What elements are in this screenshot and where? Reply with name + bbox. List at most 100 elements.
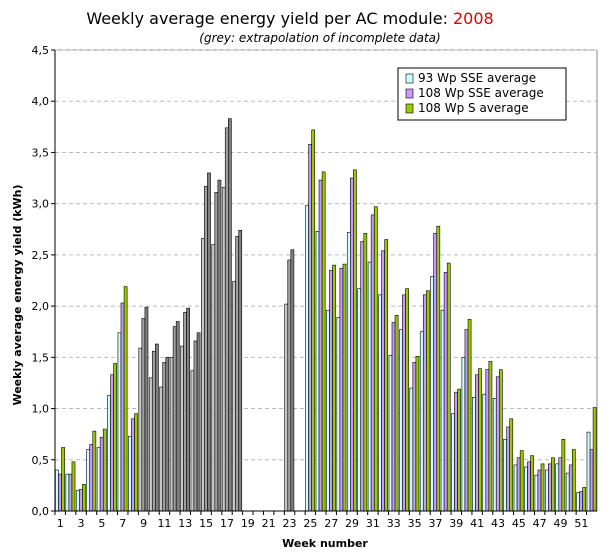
legend-label: 108 Wp S average [418,101,529,115]
bar [99,436,104,512]
bar [138,347,143,512]
bar [287,259,292,512]
bar [582,487,587,512]
y-tick-label: 0,0 [32,505,50,518]
bar [221,186,226,512]
x-tick-label: 21 [262,517,276,530]
bar [464,329,469,512]
bar [284,303,289,512]
x-tick-label: 31 [366,517,380,530]
bar [436,225,441,512]
bar [472,396,476,512]
bar [492,398,497,512]
bar [565,472,570,512]
y-tick-label: 0,5 [32,454,50,467]
bar [128,435,132,512]
y-tick-label: 1,5 [32,351,50,364]
y-tick-label: 3,0 [32,198,50,211]
bar [579,491,583,512]
bar [141,318,146,512]
bar [169,357,174,512]
bar [321,171,326,512]
bar [446,262,451,512]
bar [131,418,135,512]
bar [290,249,295,512]
bar [110,374,114,512]
bar [399,329,403,512]
x-tick-label: 45 [512,517,526,530]
bar [308,143,312,512]
bar [503,438,507,512]
x-tick-label: 23 [283,517,297,530]
bar [516,457,521,512]
bar [120,302,125,512]
bar [488,361,493,512]
bar [113,363,118,512]
bar [457,388,461,512]
legend-swatch [405,73,414,84]
bar [315,231,320,512]
x-tick-label: 39 [449,517,463,530]
y-tick-label: 4,0 [32,95,50,108]
legend-label: 108 Wp SSE average [418,86,544,100]
bar [571,449,576,512]
chart-subtitle: (grey: extrapolation of incomplete data) [199,31,440,45]
bar [568,464,573,512]
bar [193,340,198,512]
bar [592,407,597,512]
x-tick-label: 1 [57,517,64,530]
x-tick-label: 25 [303,517,317,530]
x-tick-label: 9 [140,517,147,530]
legend-swatch [405,88,414,99]
bar [339,267,344,512]
bar [405,288,409,512]
bar [148,377,153,512]
x-tick-label: 13 [178,517,192,530]
bar [467,319,472,512]
x-axis-label: Week number [282,537,368,550]
bar [391,322,396,512]
chart-title: Weekly average energy yield per AC modul… [86,9,493,28]
bar [186,307,190,512]
bar [211,244,216,512]
x-tick-label: 51 [574,517,588,530]
bar [58,473,62,512]
bar [346,232,351,512]
bar [207,172,211,512]
bar [558,457,563,512]
bar [96,447,101,512]
x-tick-label: 11 [157,517,171,530]
bar [55,469,59,512]
bar [534,474,539,512]
bar [524,466,528,512]
bar [357,288,362,512]
bar [440,309,445,512]
bar [190,370,195,512]
y-tick-label: 2,0 [32,300,50,313]
y-tick-label: 2,5 [32,249,50,262]
x-tick-label: 19 [241,517,255,530]
x-tick-label: 47 [533,517,547,530]
bar [551,457,555,512]
x-tick-label: 43 [491,517,505,530]
bar [530,455,534,512]
x-tick-label: 33 [387,517,401,530]
bar [232,281,236,512]
bar [402,294,406,512]
bar [419,331,424,512]
bar [68,473,73,512]
bar [378,294,382,512]
title-year: 2008 [453,9,494,28]
bar [336,317,341,512]
legend-box [397,67,567,121]
bar [454,391,458,512]
bar [409,387,414,512]
x-tick-label: 15 [199,517,213,530]
bar [235,236,240,512]
bar [422,294,427,512]
bar [318,179,323,512]
bar [426,290,430,512]
bar [228,118,232,512]
bar [555,463,560,512]
